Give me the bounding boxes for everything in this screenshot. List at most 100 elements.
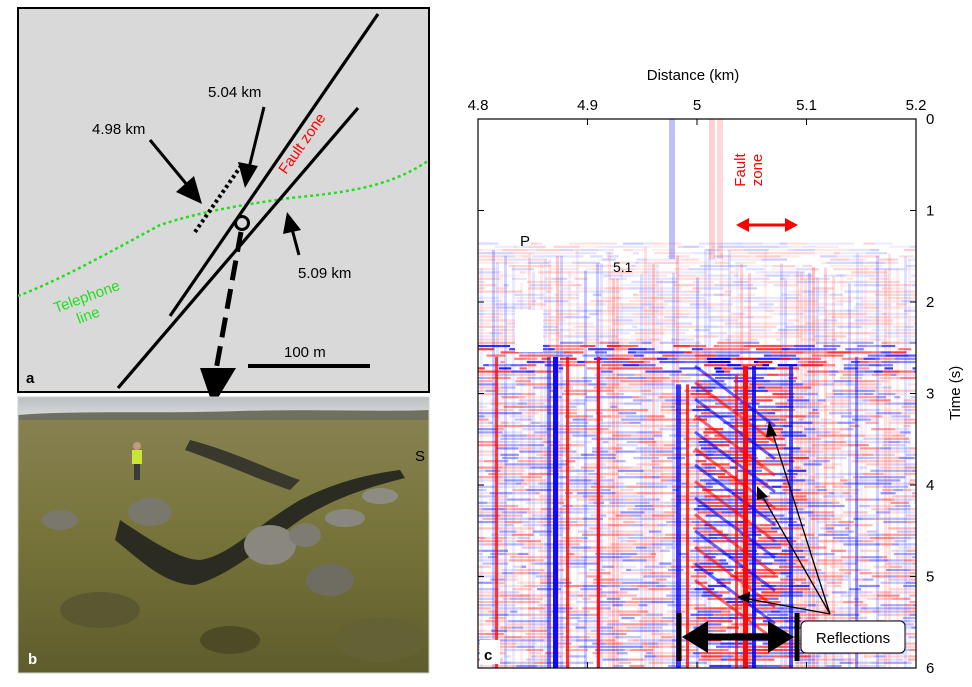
reflector-segment bbox=[795, 482, 808, 485]
reflector-segment bbox=[727, 348, 750, 351]
reflector-segment bbox=[659, 360, 685, 364]
reflector-segment bbox=[862, 303, 876, 306]
reflector-segment bbox=[861, 540, 874, 543]
reflector-segment bbox=[660, 242, 682, 245]
reflector-segment bbox=[826, 664, 842, 668]
reflector-segment bbox=[617, 469, 644, 472]
reflector-segment bbox=[791, 367, 799, 370]
reflector-segment bbox=[701, 287, 724, 290]
reflector-segment bbox=[820, 655, 844, 658]
reflector-segment bbox=[907, 319, 916, 322]
reflector-segment bbox=[644, 565, 666, 568]
reflector-segment bbox=[861, 453, 873, 456]
reflector-segment bbox=[912, 469, 916, 472]
reflector-segment bbox=[815, 280, 839, 284]
reflector-segment bbox=[610, 466, 632, 469]
reflector-segment bbox=[609, 338, 628, 341]
reflector-segment bbox=[776, 434, 783, 437]
reflector-segment bbox=[794, 460, 801, 463]
reflector-segment bbox=[506, 303, 514, 306]
reflector-segment bbox=[752, 460, 765, 463]
reflector-segment bbox=[741, 584, 761, 588]
reflector-segment bbox=[836, 316, 846, 319]
trace-column bbox=[500, 271, 503, 668]
reflector-segment bbox=[597, 572, 611, 575]
reflector-segment bbox=[790, 274, 795, 277]
reflector-segment bbox=[631, 597, 651, 600]
reflector-segment bbox=[904, 268, 916, 271]
reflector-segment bbox=[815, 328, 821, 332]
reflector-segment bbox=[914, 453, 916, 456]
reflector-segment bbox=[752, 540, 773, 543]
reflector-segment bbox=[754, 277, 770, 280]
reflector-segment bbox=[478, 418, 489, 421]
reflector-segment bbox=[913, 604, 916, 607]
reflector-segment bbox=[883, 661, 907, 664]
reflector-segment bbox=[834, 524, 850, 527]
reflection-pointer-head bbox=[737, 592, 750, 603]
reflector-segment bbox=[814, 485, 826, 488]
reflector-segment bbox=[915, 664, 916, 668]
reflector-segment bbox=[626, 322, 643, 325]
reflector-segment bbox=[713, 293, 724, 296]
reflector-segment bbox=[912, 293, 916, 296]
reflector-segment bbox=[845, 498, 872, 501]
reflector-segment bbox=[809, 399, 819, 402]
reflector-segment bbox=[731, 332, 745, 335]
reflector-segment bbox=[753, 367, 768, 370]
reflector-segment bbox=[546, 290, 552, 293]
reflector-segment bbox=[498, 428, 504, 431]
reflector-segment bbox=[702, 408, 710, 412]
reflector-segment bbox=[646, 485, 668, 488]
reflector-segment bbox=[756, 546, 782, 549]
reflector-segment bbox=[677, 245, 684, 248]
reflector-segment bbox=[843, 543, 854, 546]
reflector-segment bbox=[882, 440, 889, 444]
reflector-segment bbox=[830, 258, 850, 261]
reflector-segment bbox=[915, 421, 916, 424]
reflector-segment bbox=[662, 616, 683, 620]
reflector-segment bbox=[693, 335, 711, 338]
reflector-segment bbox=[667, 524, 676, 527]
reflector-segment bbox=[558, 620, 564, 623]
reflector-segment bbox=[869, 268, 874, 271]
reflector-segment bbox=[661, 405, 671, 408]
reflector-segment bbox=[618, 476, 637, 479]
reflector-segment bbox=[627, 639, 634, 642]
photo-rock bbox=[128, 498, 172, 526]
reflector-segment bbox=[582, 376, 606, 380]
reflector-segment bbox=[854, 268, 869, 271]
reflector-segment bbox=[534, 556, 549, 559]
reflector-segment bbox=[605, 642, 624, 645]
reflector-segment bbox=[546, 428, 557, 431]
reflector-segment bbox=[511, 661, 535, 664]
reflector-segment bbox=[752, 600, 769, 604]
telephone-label-line2: line bbox=[74, 304, 102, 328]
reflector-segment bbox=[534, 370, 553, 373]
reflector-segment bbox=[551, 408, 577, 412]
reflector-segment bbox=[742, 309, 766, 312]
reflector-segment bbox=[551, 527, 571, 530]
reflector-segment bbox=[574, 549, 582, 552]
reflector-segment bbox=[683, 245, 699, 248]
reflector-segment bbox=[478, 300, 502, 303]
reflector-segment bbox=[804, 543, 819, 546]
reflector-segment bbox=[484, 460, 498, 463]
reflector-segment bbox=[633, 456, 659, 460]
reflector-segment bbox=[723, 277, 741, 280]
reflector-segment bbox=[674, 354, 695, 357]
reflector-segment bbox=[691, 520, 714, 524]
reflector-segment bbox=[854, 536, 870, 540]
reflector-segment bbox=[512, 488, 527, 492]
reflector-segment bbox=[630, 335, 650, 338]
reflector-segment bbox=[578, 655, 586, 658]
reflector-segment bbox=[838, 280, 846, 284]
reflector-segment bbox=[573, 504, 582, 508]
reflector-segment bbox=[528, 456, 544, 460]
profile-segment bbox=[193, 161, 245, 234]
reflector-segment bbox=[478, 242, 499, 245]
trace-column bbox=[709, 119, 715, 259]
reflector-segment bbox=[886, 357, 895, 360]
reflector-segment bbox=[723, 293, 732, 296]
reflector-segment bbox=[595, 264, 604, 268]
